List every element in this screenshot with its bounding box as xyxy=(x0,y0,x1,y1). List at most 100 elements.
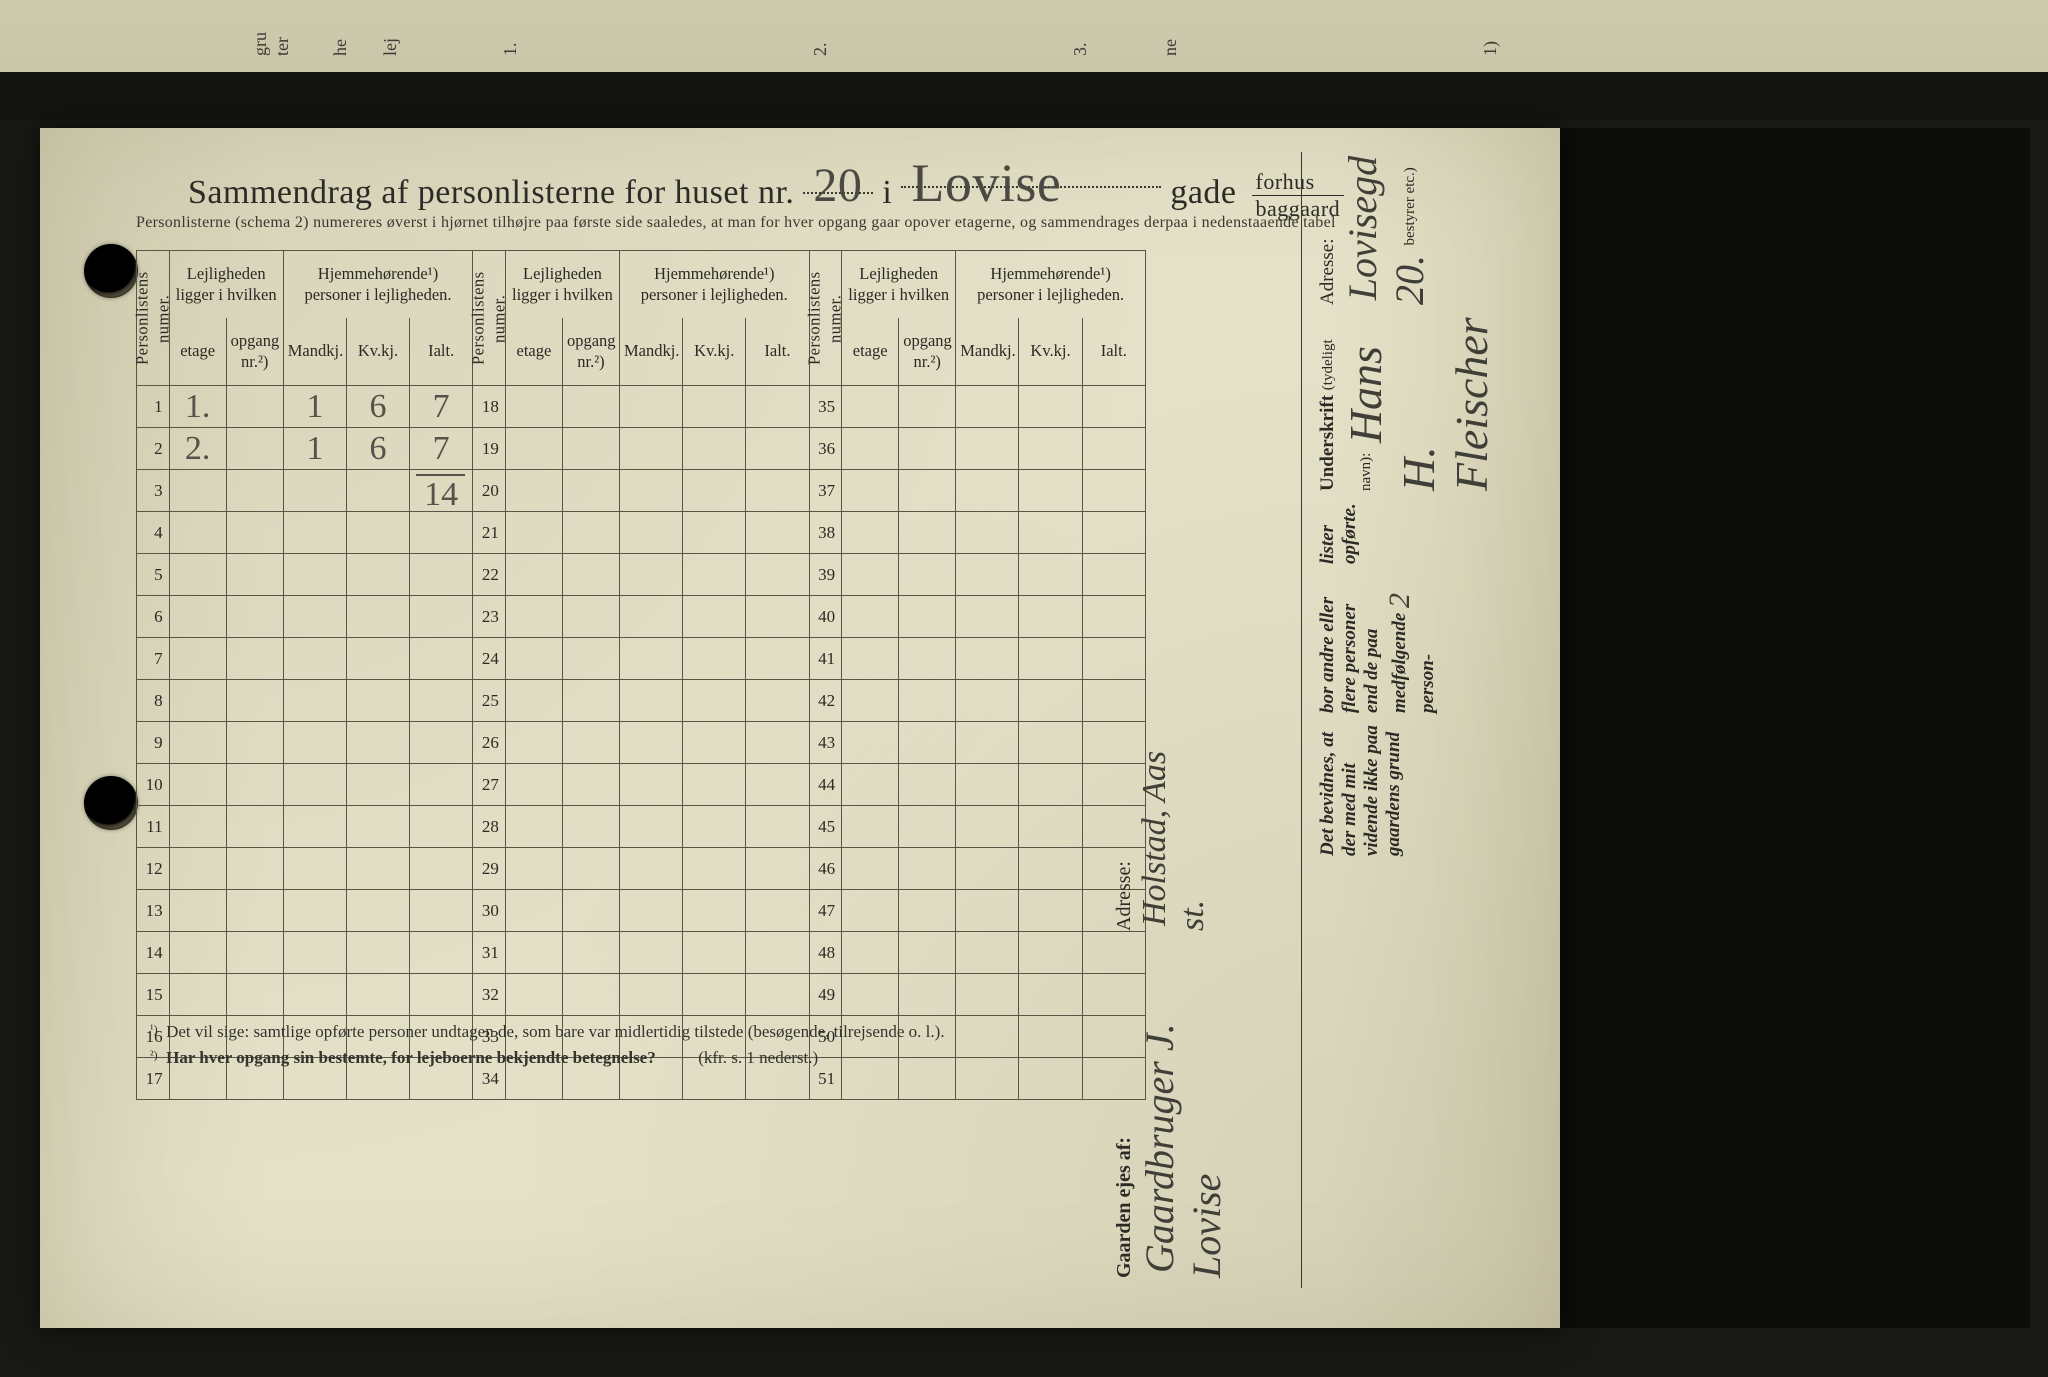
cell-opgang xyxy=(899,764,956,806)
table-row: 3142037 xyxy=(137,470,1146,512)
cell-kvkj xyxy=(683,470,746,512)
underskrift-label: Underskrift xyxy=(1317,395,1338,491)
cell-etage xyxy=(505,470,562,512)
col-ialt: Ialt. xyxy=(410,318,473,386)
cell-mandkj xyxy=(620,512,683,554)
cell-etage xyxy=(505,596,562,638)
cell-etage xyxy=(505,890,562,932)
table-row: 72441 xyxy=(137,638,1146,680)
cell-ialt xyxy=(410,722,473,764)
col-lejligheden: Lejligheden ligger i hvilken xyxy=(505,251,619,319)
row-number: 1 xyxy=(137,386,170,428)
cell-opgang xyxy=(226,974,283,1016)
row-number: 42 xyxy=(809,680,842,722)
table-row: 112845 xyxy=(137,806,1146,848)
cell-mandkj xyxy=(283,974,346,1016)
table-row: 22.1671936 xyxy=(137,428,1146,470)
cell-ialt xyxy=(1082,470,1145,512)
cell-opgang xyxy=(226,386,283,428)
cell-etage xyxy=(505,680,562,722)
cell-ialt xyxy=(410,680,473,722)
cell-opgang xyxy=(226,806,283,848)
cell-etage xyxy=(505,638,562,680)
street-handwritten: Lovise xyxy=(901,152,1071,214)
cell-etage xyxy=(169,764,226,806)
col-kvkj: Kv.kj. xyxy=(346,318,409,386)
row-number: 25 xyxy=(473,680,506,722)
cell-ialt xyxy=(746,512,809,554)
cell-mandkj xyxy=(620,638,683,680)
cell-ialt xyxy=(1082,680,1145,722)
row-number: 3 xyxy=(137,470,170,512)
cell-ialt xyxy=(746,386,809,428)
owner-adresse-label: Adresse: xyxy=(1113,861,1135,931)
cell-etage xyxy=(169,512,226,554)
cell-kvkj xyxy=(346,680,409,722)
vertical-divider xyxy=(1301,152,1302,1288)
cell-kvkj xyxy=(683,554,746,596)
row-number: 49 xyxy=(809,974,842,1016)
cell-kvkj xyxy=(1019,554,1082,596)
cell-ialt xyxy=(1082,554,1145,596)
col-ialt: Ialt. xyxy=(1082,318,1145,386)
cell-kvkj xyxy=(683,428,746,470)
cell-kvkj xyxy=(683,638,746,680)
cell-kvkj xyxy=(1019,974,1082,1016)
cell-opgang xyxy=(899,848,956,890)
cell-etage xyxy=(842,848,899,890)
row-number: 43 xyxy=(809,722,842,764)
footnote-1-text: Det vil sige: samtlige opførte personer … xyxy=(166,1022,944,1041)
cell-etage xyxy=(842,764,899,806)
cell-mandkj xyxy=(283,512,346,554)
row-number: 27 xyxy=(473,764,506,806)
cell-mandkj: 1 xyxy=(283,386,346,428)
title-line: Sammendrag af personlisterne for huset n… xyxy=(188,154,1500,214)
cell-ialt xyxy=(1082,512,1145,554)
cell-mandkj xyxy=(956,890,1019,932)
cell-mandkj xyxy=(620,974,683,1016)
cell-ialt xyxy=(410,596,473,638)
cell-etage xyxy=(505,428,562,470)
row-number: 13 xyxy=(137,890,170,932)
cell-etage xyxy=(505,386,562,428)
cell-opgang xyxy=(562,554,619,596)
cell-etage xyxy=(169,680,226,722)
cell-etage xyxy=(169,848,226,890)
owner-name-handwritten: Gaardbruger J. Lovise xyxy=(1137,1023,1229,1278)
cell-kvkj xyxy=(346,848,409,890)
title-i: i xyxy=(882,174,892,211)
table-row: 62340 xyxy=(137,596,1146,638)
cell-etage xyxy=(505,512,562,554)
cell-kvkj xyxy=(683,764,746,806)
cell-etage xyxy=(842,722,899,764)
cell-mandkj xyxy=(283,722,346,764)
cell-mandkj xyxy=(620,722,683,764)
table-row: 153249 xyxy=(137,974,1146,1016)
cell-ialt xyxy=(746,554,809,596)
row-number: 36 xyxy=(809,428,842,470)
cell-opgang xyxy=(562,638,619,680)
cell-ialt xyxy=(746,848,809,890)
cell-ialt xyxy=(746,638,809,680)
cell-mandkj xyxy=(620,386,683,428)
cell-opgang xyxy=(562,386,619,428)
col-kvkj: Kv.kj. xyxy=(683,318,746,386)
col-lejligheden: Lejligheden ligger i hvilken xyxy=(169,251,283,319)
subheading: Personlisterne (schema 2) numereres øver… xyxy=(136,214,1490,232)
cell-mandkj: 1 xyxy=(283,428,346,470)
row-number: 18 xyxy=(473,386,506,428)
cell-kvkj xyxy=(1019,428,1082,470)
census-table: Personlistens numer. Lejligheden ligger … xyxy=(136,250,1146,1100)
table-row: 143148 xyxy=(137,932,1146,974)
cell-kvkj xyxy=(683,848,746,890)
row-number: 28 xyxy=(473,806,506,848)
cell-kvkj xyxy=(346,764,409,806)
cell-etage xyxy=(842,806,899,848)
cell-opgang xyxy=(562,428,619,470)
row-number: 22 xyxy=(473,554,506,596)
cell-opgang xyxy=(226,554,283,596)
cell-kvkj xyxy=(683,680,746,722)
cell-mandkj xyxy=(956,722,1019,764)
cell-ialt xyxy=(1082,386,1145,428)
cell-etage xyxy=(842,428,899,470)
